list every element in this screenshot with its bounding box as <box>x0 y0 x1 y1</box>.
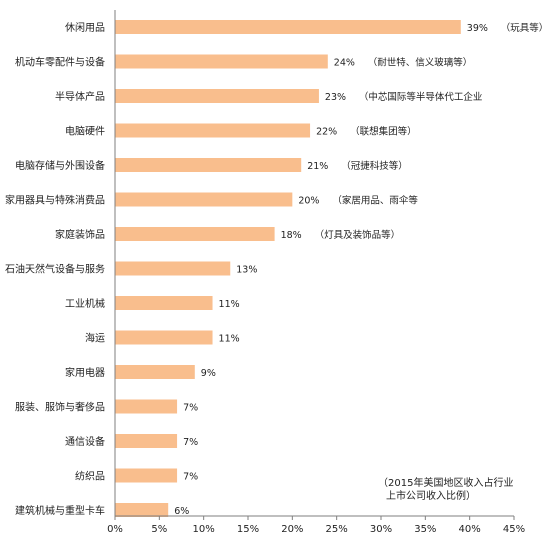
bar <box>115 158 302 172</box>
value-label: 18% <box>281 230 302 241</box>
category-label: 通信设备 <box>65 435 105 448</box>
category-label: 电脑硬件 <box>65 125 105 138</box>
value-label: 6% <box>174 506 189 517</box>
category-label: 建筑机械与重型卡车 <box>15 504 105 517</box>
value-label: 24% <box>334 58 355 69</box>
annotation-label: （灯具及装饰品等） <box>315 229 401 241</box>
bar <box>115 54 328 69</box>
value-label: 22% <box>316 127 337 138</box>
x-tick-label: 10% <box>193 524 215 535</box>
category-label: 服装、服饰与奢侈品 <box>15 401 105 414</box>
value-label: 21% <box>307 161 328 172</box>
x-tick-label: 45% <box>503 524 525 535</box>
value-label: 11% <box>219 334 240 345</box>
bar <box>115 123 311 138</box>
bar <box>115 503 169 517</box>
category-label: 休闲用品 <box>65 21 105 34</box>
bar <box>115 20 461 34</box>
x-tick-label: 20% <box>281 524 303 535</box>
x-tick-label: 0% <box>107 524 123 535</box>
value-label: 13% <box>236 265 257 276</box>
x-tick-label: 15% <box>237 524 259 535</box>
bar <box>115 192 293 207</box>
bar <box>115 399 178 414</box>
value-label: 9% <box>201 368 216 379</box>
footnote-line: 上市公司收入比例） <box>386 489 476 502</box>
x-tick-label: 25% <box>326 524 348 535</box>
category-label: 工业机械 <box>65 297 105 310</box>
x-tick-label: 5% <box>151 524 167 535</box>
bar <box>115 468 178 483</box>
category-label: 家用电器 <box>65 366 105 379</box>
bar <box>115 227 275 241</box>
x-tick-label: 35% <box>414 524 436 535</box>
value-label: 11% <box>219 299 240 310</box>
bar <box>115 365 195 379</box>
category-label: 电脑存储与外围设备 <box>15 159 105 172</box>
category-label: 家庭装饰品 <box>55 228 105 241</box>
value-label: 7% <box>183 472 198 483</box>
bar <box>115 261 231 276</box>
bar <box>115 330 213 345</box>
value-label: 7% <box>183 403 198 414</box>
annotation-label: （玩具等） <box>501 22 549 34</box>
value-label: 7% <box>183 437 198 448</box>
x-tick-label: 30% <box>370 524 392 535</box>
bar <box>115 296 213 310</box>
footnote-line: （2015年美国地区收入占行业 <box>378 476 513 489</box>
bar <box>115 434 178 448</box>
annotation-label: （冠捷科技等） <box>341 160 408 172</box>
annotation-label: （联想集团等） <box>350 126 417 138</box>
bar <box>115 89 319 103</box>
value-label: 20% <box>298 196 319 207</box>
value-label: 39% <box>467 23 488 34</box>
category-label: 家用器具与特殊消费品 <box>5 194 105 207</box>
annotation-label: （家居用品、雨伞等 <box>332 195 418 207</box>
category-label: 海运 <box>85 332 105 345</box>
category-label: 石油天然气设备与服务 <box>5 263 105 276</box>
category-label: 纺织品 <box>75 470 105 483</box>
category-label: 机动车零配件与设备 <box>15 56 105 69</box>
annotation-label: （耐世特、信义玻璃等） <box>368 57 473 69</box>
value-label: 23% <box>325 92 346 103</box>
annotation-label: （中芯国际等半导体代工企业 <box>359 91 483 103</box>
x-tick-label: 40% <box>459 524 481 535</box>
category-label: 半导体产品 <box>55 90 105 103</box>
